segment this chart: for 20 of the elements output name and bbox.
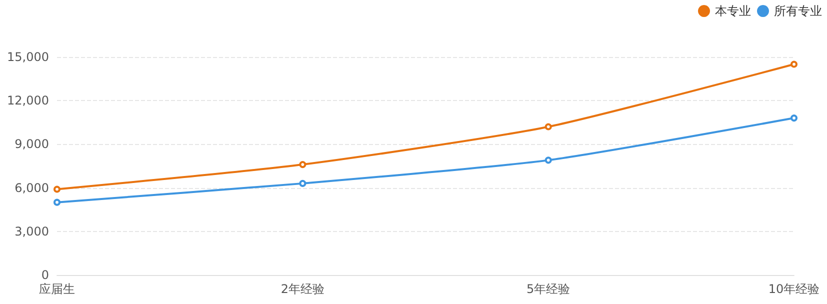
point [544, 123, 552, 130]
y-tick-label: 9,000 [14, 137, 49, 152]
point [299, 161, 306, 168]
point [790, 60, 798, 68]
legend-label: 所有专业 [774, 4, 822, 18]
y-tick-label: 12,000 [7, 94, 49, 108]
y-tick-label: 15,000 [7, 50, 49, 64]
x-tick-label: 应届生 [39, 282, 75, 296]
y-tick-label: 3,000 [14, 224, 49, 238]
x-tick-label: 2年经验 [280, 282, 324, 296]
y-tick-label: 0 [41, 268, 49, 282]
point [299, 180, 306, 187]
x-tick-label: 5年经验 [526, 282, 570, 296]
legend-label: 本专业 [715, 4, 751, 18]
x-tick-label: 10年经验 [768, 282, 820, 296]
point [544, 156, 552, 164]
point [54, 186, 60, 193]
point [54, 198, 60, 206]
y-tick-label: 6,000 [14, 180, 49, 195]
point [790, 114, 798, 122]
